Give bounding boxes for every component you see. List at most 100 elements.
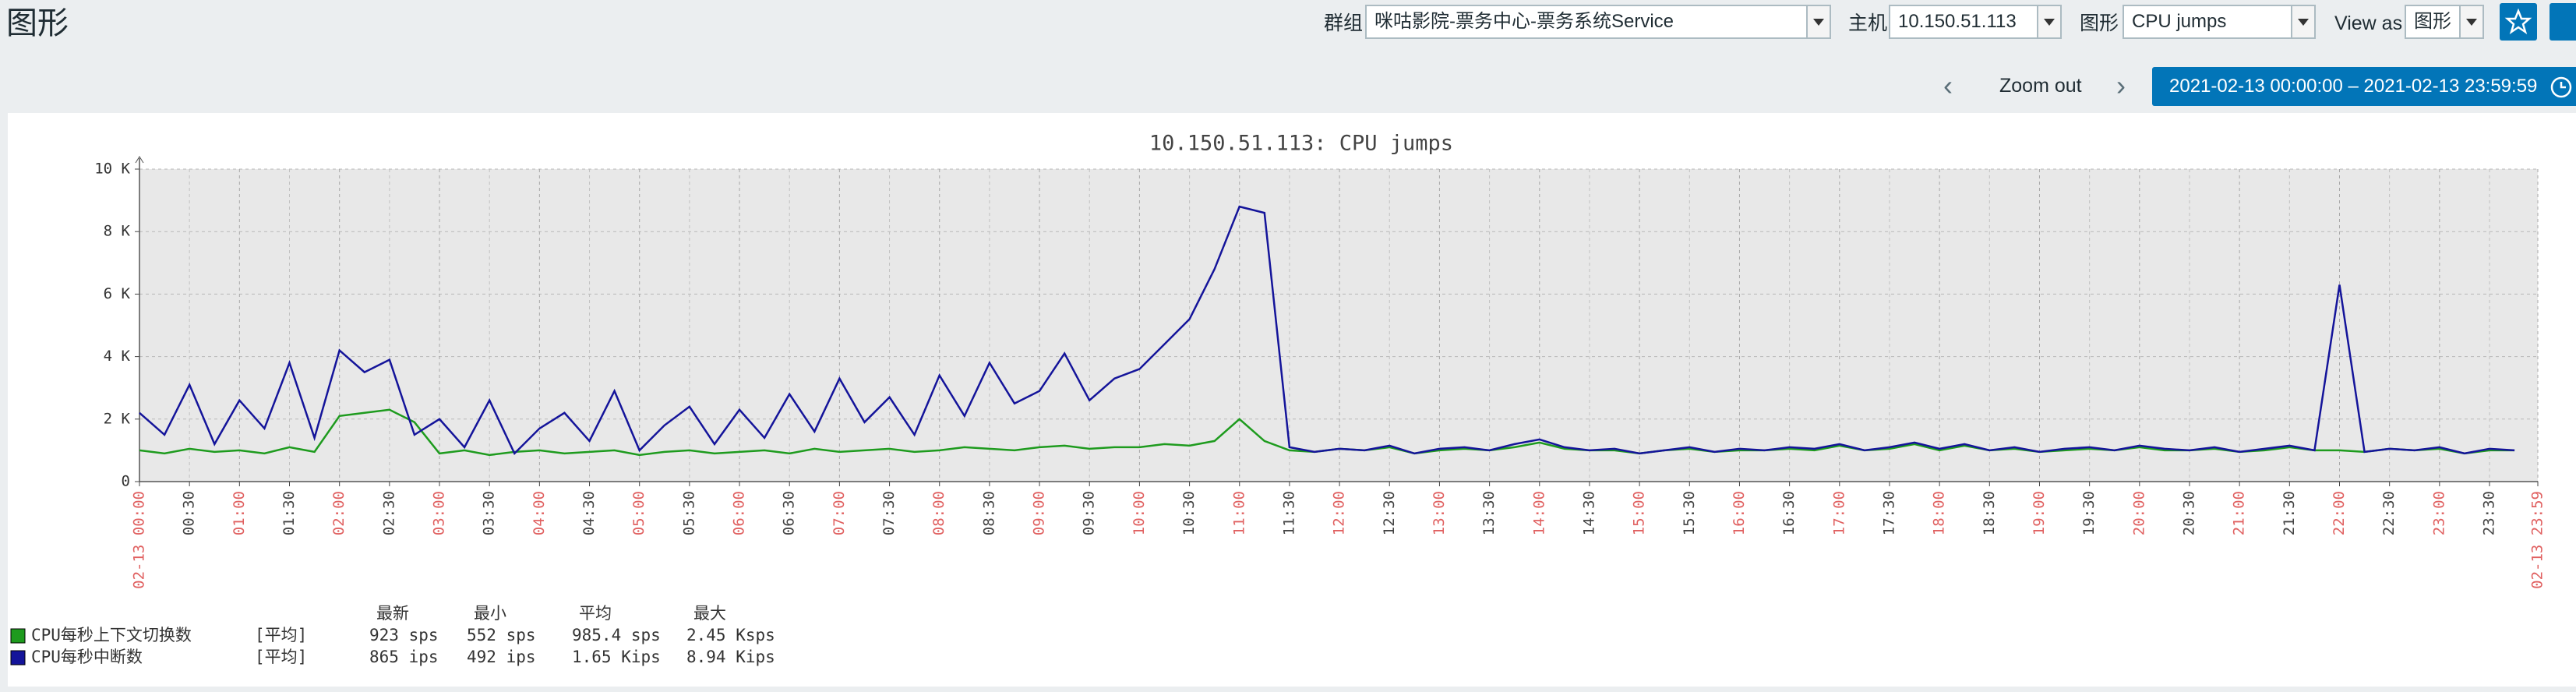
x-tick-label: 00:30: [181, 491, 198, 535]
x-tick-label: 12:30: [1381, 491, 1398, 535]
legend-stat: [平均]: [255, 648, 307, 666]
x-tick-label: 04:30: [580, 491, 598, 535]
x-tick-label: 01:30: [281, 491, 298, 535]
x-tick-label: 20:00: [2130, 491, 2147, 535]
x-tick-label: 18:30: [1981, 491, 1998, 535]
x-tick-label: 11:30: [1280, 491, 1297, 535]
favourite-button[interactable]: [2500, 3, 2537, 41]
time-range-button[interactable]: 2021-02-13 00:00:00 – 2021-02-13 23:59:5…: [2152, 67, 2576, 106]
x-tick-label: 05:30: [680, 491, 697, 535]
x-tick-label: 01:00: [231, 491, 248, 535]
x-tick-label: 10:30: [1180, 491, 1198, 535]
x-tick-label: 23:30: [2481, 491, 2498, 535]
view-as-label: View as: [2334, 12, 2403, 34]
x-tick-label: 04:00: [531, 491, 548, 535]
legend-name: CPU每秒中断数: [31, 648, 143, 666]
zoom-out-button[interactable]: Zoom out: [1999, 75, 2082, 97]
dropdown-arrow: [2291, 6, 2314, 37]
clock-icon: [2550, 76, 2572, 98]
x-tick-label: 03:30: [481, 491, 498, 535]
legend-stat: 985.4 sps: [572, 626, 661, 644]
plot-area: [139, 169, 2538, 482]
y-tick-label: 8 K: [104, 223, 131, 240]
x-tick-label: 03:00: [431, 491, 448, 535]
x-tick-label: 15:30: [1681, 491, 1698, 535]
host-select[interactable]: 10.150.51.113: [1889, 5, 2062, 39]
view-as-select[interactable]: 图形: [2405, 5, 2484, 39]
x-tick-label: 10:00: [1131, 491, 1148, 535]
x-tick-label: 02:00: [330, 491, 348, 535]
prev-button[interactable]: ‹: [1943, 69, 1953, 101]
x-tick-label: 09:30: [1081, 491, 1098, 535]
x-tick-label: 15:00: [1631, 491, 1648, 535]
x-tick-label: 17:00: [1830, 491, 1847, 535]
x-tick-label: 02-13 00:00: [131, 491, 148, 589]
y-tick-label: 2 K: [104, 410, 131, 427]
x-tick-label: 13:00: [1431, 491, 1448, 535]
legend-header: 平均: [579, 604, 612, 623]
legend-stat: 8.94 Kips: [686, 648, 775, 666]
x-tick-label: 06:00: [731, 491, 748, 535]
legend-stat: 1.65 Kips: [572, 648, 661, 666]
x-tick-label: 12:00: [1331, 491, 1348, 535]
legend-name: CPU每秒上下文切换数: [31, 626, 192, 644]
chart-title: 10.150.51.113: CPU jumps: [1149, 132, 1453, 156]
series-line: [139, 205, 2515, 456]
group-value: 咪咕影院-票务中心-票务系统Service: [1374, 11, 1674, 32]
group-select[interactable]: 咪咕影院-票务中心-票务系统Service: [1365, 5, 1831, 39]
y-tick-label: 0: [122, 473, 130, 490]
legend-stat: 492 ips: [467, 648, 536, 666]
time-range: 2021-02-13 00:00:00 – 2021-02-13 23:59:5…: [2169, 76, 2538, 97]
legend-stat: 2.45 Ksps: [686, 626, 775, 644]
star-icon: [2504, 8, 2532, 34]
x-tick-label: 06:30: [781, 491, 798, 535]
x-tick-label: 08:30: [980, 491, 997, 535]
y-axis-arrow: [135, 156, 144, 164]
legend-swatch: [10, 628, 26, 644]
x-tick-label: 19:30: [2080, 491, 2098, 535]
x-tick-label: 14:30: [1580, 491, 1597, 535]
chart: 10.150.51.113: CPU jumps 0 2 K 4 K 6 K 8 K 10…: [8, 113, 2576, 687]
x-tick-label: 22:30: [2380, 491, 2398, 535]
host-value: 10.150.51.113: [1898, 11, 2017, 32]
x-tick-label: 16:00: [1731, 491, 1748, 535]
x-tick-label: 02-13 23:59: [2529, 491, 2546, 589]
x-tick-label: 05:00: [630, 491, 648, 535]
y-tick-label: 6 K: [104, 285, 131, 302]
x-tick-label: 09:00: [1031, 491, 1048, 535]
x-tick-label: 21:00: [2231, 491, 2248, 535]
graph-select[interactable]: CPU jumps: [2123, 5, 2316, 39]
legend-stat: 865 ips: [369, 648, 439, 666]
x-tick-label: 16:30: [1780, 491, 1798, 535]
next-button[interactable]: ›: [2116, 69, 2126, 101]
x-tick-label: 14:00: [1530, 491, 1547, 535]
x-tick-label: 07:00: [831, 491, 848, 535]
graph-value: CPU jumps: [2132, 11, 2227, 32]
host-label: 主机: [1848, 12, 1888, 34]
x-tick-label: 07:30: [880, 491, 898, 535]
page-title: 图形: [6, 6, 69, 41]
x-tick-label: 11:00: [1230, 491, 1247, 535]
x-tick-label: 19:00: [2031, 491, 2048, 535]
group-label: 群组: [1324, 12, 1364, 34]
dropdown-arrow: [2459, 6, 2482, 37]
x-tick-label: 13:30: [1480, 491, 1498, 535]
legend-header: 最大: [693, 604, 726, 623]
dropdown-arrow: [2037, 6, 2060, 37]
fullscreen-button[interactable]: [2550, 3, 2576, 41]
legend-header: 最小: [474, 604, 506, 623]
legend-stat: [平均]: [255, 626, 307, 644]
x-tick-label: 02:30: [380, 491, 397, 535]
legend-stat: 923 sps: [369, 626, 439, 644]
dropdown-arrow: [1806, 6, 1830, 37]
graph-label: 图形: [2080, 12, 2119, 34]
x-tick-label: 22:00: [2331, 491, 2348, 535]
x-tick-label: 20:30: [2180, 491, 2197, 535]
y-tick-label: 4 K: [104, 348, 131, 365]
view-as-value: 图形: [2414, 11, 2451, 32]
x-tick-label: 17:30: [1880, 491, 1897, 535]
x-tick-label: 21:30: [2281, 491, 2298, 535]
legend-stat: 552 sps: [467, 626, 536, 644]
x-tick-label: 18:00: [1931, 491, 1948, 535]
